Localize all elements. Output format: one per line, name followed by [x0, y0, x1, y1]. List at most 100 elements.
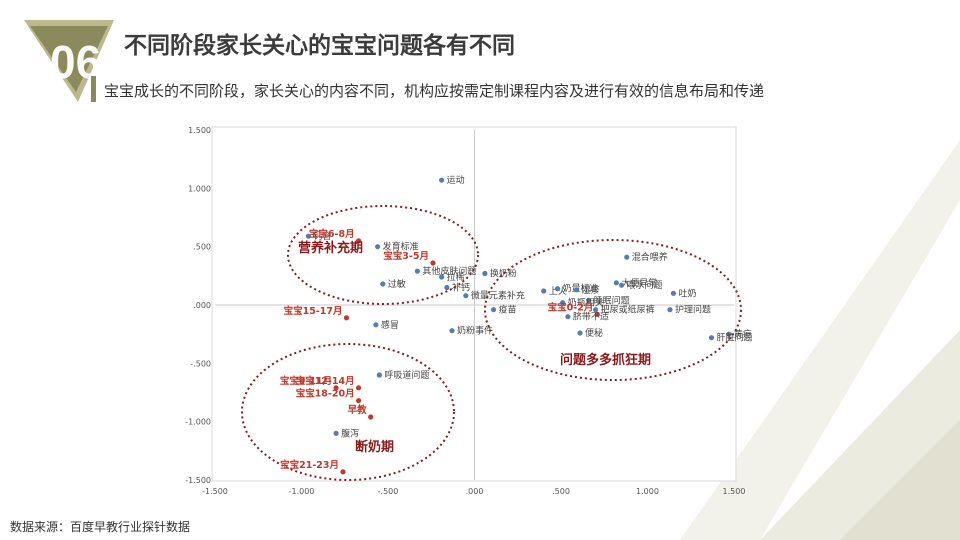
topic-point-label: 运动 — [447, 175, 465, 186]
topic-point — [541, 288, 547, 294]
topic-point-label: 奶粉事件 — [457, 325, 493, 337]
topic-point-label: 吐奶 — [678, 287, 696, 299]
topic-point — [586, 297, 592, 303]
stage-point — [355, 238, 362, 244]
cluster-ellipse-chaos — [484, 239, 742, 381]
stage-point — [333, 385, 339, 391]
topic-point-label: 发育标准 — [383, 241, 419, 253]
stage-point — [355, 385, 362, 391]
stage-point-label: 宝宝12-14月 — [296, 375, 355, 387]
topic-point — [439, 177, 445, 183]
topic-point-label: 其他皮肤问题 — [422, 265, 476, 277]
topic-point — [444, 284, 450, 291]
stage-point-label: 早教 — [348, 404, 368, 416]
x-tick-label: 1.000 — [636, 487, 659, 496]
y-tick-label: -1.500 — [185, 476, 211, 485]
y-tick-label: -.500 — [190, 359, 211, 368]
stage-point-label: 宝宝15-17月 — [284, 305, 343, 317]
topic-point-label: 奶量标准 — [563, 283, 599, 295]
topic-point — [554, 286, 561, 292]
y-tick-label: -1.000 — [185, 418, 211, 427]
cluster-label-weaning: 断奶期 — [355, 439, 394, 455]
topic-point — [593, 307, 599, 313]
x-tick-label: -1.500 — [202, 487, 228, 496]
topic-point — [380, 281, 386, 287]
topic-point — [708, 335, 715, 341]
page-title: 不同阶段家长关心的宝宝问题各有不同 — [124, 33, 515, 59]
topic-point-label: 睡眠问题 — [594, 294, 630, 306]
stage-point — [368, 414, 374, 420]
topic-point-label: 奶瓶相关 — [568, 297, 604, 309]
topic-point — [573, 287, 580, 293]
y-tick-label: 1.000 — [188, 184, 211, 193]
x-tick-label: 1.500 — [723, 487, 746, 496]
x-tick-label: -1.000 — [289, 487, 315, 496]
stage-point-label: 宝宝0-2月 — [548, 301, 594, 313]
topic-point-label: 大便异常 — [621, 277, 657, 289]
topic-point-label: 疫苗 — [499, 304, 517, 316]
y-tick-label: 1.500 — [188, 126, 211, 135]
cluster-ellipse-weaning — [241, 343, 455, 481]
topic-point-label: 黄疸 — [734, 328, 752, 340]
topic-point-label: 湿疹 — [582, 284, 600, 296]
topic-point-label: 呼吸道问题 — [384, 369, 429, 381]
topic-point-label: 喂水问题 — [627, 279, 663, 291]
topic-point — [414, 268, 421, 274]
topic-point-label: 微量元素补充 — [471, 290, 525, 302]
x-tick-label: -.500 — [378, 487, 399, 496]
topic-point — [375, 244, 381, 250]
topic-point — [482, 270, 488, 277]
topic-point-label: 拉稀 — [447, 271, 465, 283]
stage-point-label: 宝宝6-8月 — [309, 228, 355, 240]
topic-point — [373, 322, 379, 328]
topic-point — [670, 290, 677, 296]
cluster-ellipse-nutrition — [287, 205, 479, 305]
topic-point — [449, 328, 455, 334]
topic-point-label: 护理问题 — [675, 304, 711, 316]
stage-point-label: 宝宝3-5月 — [383, 250, 429, 262]
stage-point — [430, 260, 436, 266]
topic-point — [560, 300, 566, 306]
topic-point — [490, 307, 497, 313]
stage-point-label: 宝宝9-11月 — [280, 375, 332, 387]
y-tick-label: .000 — [193, 301, 211, 310]
topic-point — [305, 233, 312, 239]
x-tick-label: .500 — [552, 487, 570, 496]
topic-point — [333, 430, 339, 436]
topic-point — [667, 307, 673, 313]
cluster-label-chaos: 问题多多抓狂期 — [560, 352, 651, 368]
y-tick-label: .500 — [193, 243, 211, 252]
stage-point-label: 宝宝21-23月 — [280, 459, 339, 471]
stage-point — [343, 315, 350, 321]
topic-point-label: 上火 — [549, 286, 567, 297]
topic-point — [463, 293, 469, 299]
stage-point — [594, 311, 600, 317]
topic-point — [577, 330, 583, 336]
topic-point-label: 感冒 — [381, 319, 399, 331]
topic-point — [439, 274, 445, 280]
topic-point — [565, 314, 571, 320]
source-note: 数据来源：百度早教行业探针数据 — [10, 520, 191, 534]
topic-point — [726, 331, 732, 337]
x-tick-label: .000 — [466, 487, 484, 496]
stage-point-label: 宝宝18-20月 — [296, 388, 355, 400]
topic-point — [613, 280, 619, 286]
subtitle-accent-bar — [91, 76, 96, 102]
topic-point — [624, 254, 630, 260]
topic-point — [376, 372, 382, 378]
topic-point-label: 把尿或纸尿裤 — [601, 304, 655, 316]
topic-point-label: 补钙 — [452, 282, 470, 294]
stage-point — [355, 398, 362, 404]
topic-point-label: 过敏 — [388, 278, 406, 290]
cluster-label-nutrition: 营养补充期 — [298, 240, 363, 256]
topic-point-label: 混合喂养 — [632, 251, 668, 263]
topic-point-label: 腹泻 — [341, 427, 359, 439]
topic-point-label: 换奶粉 — [490, 268, 517, 280]
topic-point-label: 便秘 — [585, 327, 603, 339]
stage-point — [340, 469, 346, 475]
topic-point-label: 钙含 — [313, 230, 331, 242]
topic-point-label: 脐带不适 — [573, 311, 609, 323]
page-subtitle: 宝宝成长的不同阶段，家长关心的内容不同，机构应按需定制课程内容及进行有效的信息布… — [104, 82, 765, 100]
